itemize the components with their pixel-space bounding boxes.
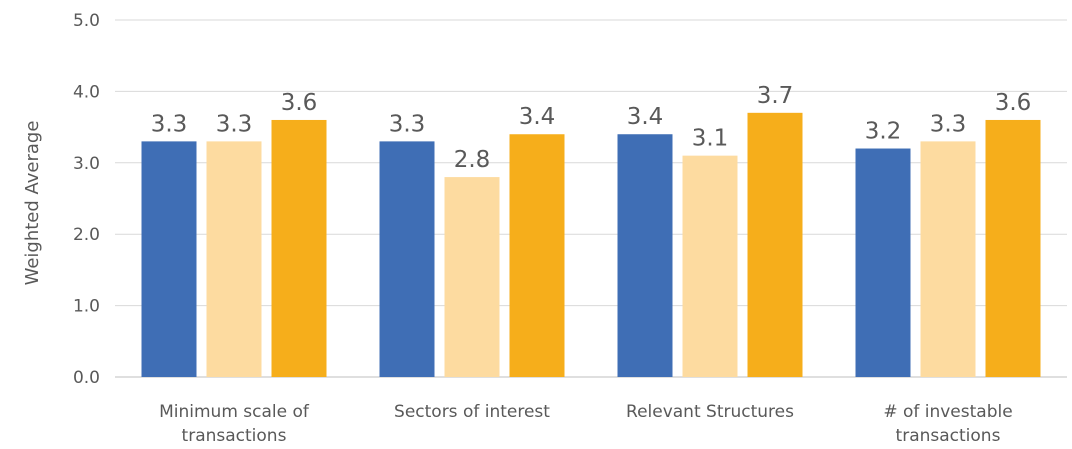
- data-label: 3.3: [151, 111, 188, 137]
- bar: [379, 141, 435, 377]
- bar: [617, 134, 673, 377]
- data-label: 3.1: [692, 126, 729, 152]
- data-label: 3.3: [389, 111, 426, 137]
- category-label: transactions: [182, 426, 287, 446]
- data-label: 3.3: [930, 111, 967, 137]
- y-tick-label: 1.0: [73, 297, 100, 317]
- bar: [747, 112, 803, 377]
- bar: [206, 141, 262, 377]
- data-label: 3.6: [995, 90, 1032, 116]
- data-label: 3.2: [865, 119, 902, 145]
- bar: [141, 141, 197, 377]
- bar: [985, 119, 1041, 378]
- y-axis-title: Weighted Average: [22, 121, 43, 286]
- y-axis-ticks: 0.0 1.0 2.0 3.0 4.0 5.0: [73, 11, 100, 388]
- data-label: 2.8: [454, 147, 491, 173]
- bar: [271, 119, 327, 378]
- y-tick-label: 5.0: [73, 11, 100, 31]
- y-tick-label: 4.0: [73, 82, 100, 102]
- y-tick-label: 2.0: [73, 225, 100, 245]
- bars: [141, 112, 1041, 378]
- x-axis-categories: Minimum scale of transactions Sectors of i…: [159, 402, 1013, 446]
- data-label: 3.4: [627, 104, 664, 130]
- data-labels: 3.3 3.3 3.6 3.3 2.8 3.4 3.4 3.1 3.7 3.2 3.3 3.6: [151, 83, 1032, 173]
- bar: [855, 148, 911, 377]
- category-label: # of investable: [883, 402, 1012, 422]
- bar: [444, 177, 500, 377]
- data-label: 3.6: [281, 90, 318, 116]
- category-label: transactions: [896, 426, 1001, 446]
- y-tick-label: 3.0: [73, 154, 100, 174]
- bar: [509, 134, 565, 377]
- bar: [682, 155, 738, 377]
- data-label: 3.3: [216, 111, 253, 137]
- category-label: Relevant Structures: [626, 402, 794, 422]
- data-label: 3.4: [519, 104, 556, 130]
- data-label: 3.7: [757, 83, 794, 109]
- bar: [920, 141, 976, 377]
- category-label: Minimum scale of: [159, 402, 310, 422]
- category-label: Sectors of interest: [394, 402, 550, 422]
- y-tick-label: 0.0: [73, 368, 100, 388]
